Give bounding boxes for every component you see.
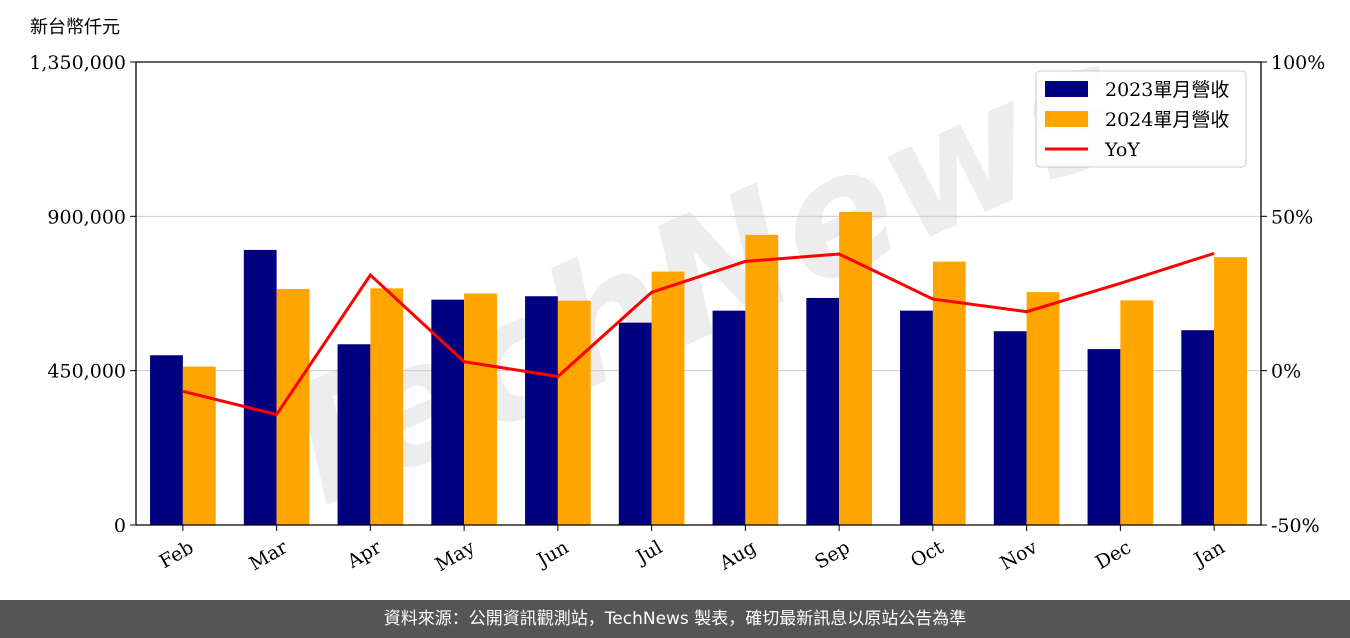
y-tick-label-right: 100% (1271, 52, 1325, 74)
bar-2024-apr (370, 288, 404, 525)
bar-2024-jun (557, 300, 591, 525)
x-tick-label-jun: Jun (532, 536, 573, 572)
gridlines (136, 215, 1261, 372)
chart: TechNews 0450,000900,0001,350,000-50%0%5… (29, 3, 1325, 576)
legend-box (1035, 70, 1247, 168)
x-tick-label-apr: Apr (343, 536, 386, 573)
x-tick-label-jan: Jan (1189, 536, 1229, 572)
legend-label-1: 2024單月營收 (1105, 109, 1229, 131)
bar-2023-dec (1087, 349, 1121, 525)
y-tick-label-left: 900,000 (47, 206, 126, 228)
x-tick-label-feb: Feb (156, 536, 198, 573)
x-tick-label-dec: Dec (1092, 536, 1135, 574)
bar-2023-apr (337, 344, 371, 525)
bar-2024-oct (932, 261, 966, 525)
legend-swatch-0 (1045, 81, 1088, 97)
bar-2024-jan (1214, 257, 1247, 525)
bar-2024-may (464, 293, 497, 525)
bar-2023-nov (993, 331, 1027, 525)
axes (135, 61, 1262, 526)
bar-2024-dec (1120, 300, 1154, 525)
bar-2024-jul (651, 271, 685, 525)
legend: 2023單月營收 2024單月營收 YoY (1035, 70, 1247, 168)
bar-2023-may (431, 299, 465, 525)
bar-2023-feb (150, 355, 183, 525)
y-tick-label-right: 50% (1271, 206, 1313, 228)
bars (150, 211, 1247, 525)
bar-2023-mar (243, 249, 277, 525)
bar-2023-jul (618, 322, 652, 525)
legend-label-0: 2023單月營收 (1105, 79, 1229, 101)
bar-2023-oct (900, 310, 933, 525)
x-tick-label-nov: Nov (997, 536, 1042, 575)
yoy-polyline (182, 251, 1215, 417)
y-tick-label-right: 0% (1271, 361, 1301, 383)
x-tick-label-mar: Mar (246, 536, 292, 575)
y-axis-unit-label: 新台幣仟元 (30, 17, 120, 38)
bar-2023-jan (1181, 330, 1215, 525)
x-tick-label-may: May (432, 536, 479, 576)
bar-2023-jun (525, 296, 558, 525)
y-tick-label-right: -50% (1271, 515, 1320, 537)
bar-2024-nov (1026, 292, 1060, 525)
legend-swatch-1 (1045, 111, 1088, 127)
bar-2023-sep (806, 297, 840, 525)
x-tick-label-aug: Aug (715, 536, 760, 575)
bar-2023-aug (712, 310, 746, 525)
y-tick-label-left: 450,000 (47, 361, 126, 383)
x-tick-label-sep: Sep (811, 536, 854, 573)
y-tick-label-left: 0 (114, 515, 126, 537)
x-tick-label-jul: Jul (631, 536, 666, 569)
y-tick-label-left: 1,350,000 (29, 52, 126, 74)
x-tick-label-oct: Oct (907, 536, 948, 572)
legend-label-2: YoY (1104, 139, 1140, 161)
bar-2024-feb (182, 366, 216, 525)
bar-2024-aug (745, 234, 779, 525)
source-footer: 資料來源：公開資訊觀測站，TechNews 製表，確切最新訊息以原站公告為準 (0, 600, 1350, 638)
yoy-line (182, 251, 1215, 417)
bar-2024-sep (839, 211, 872, 525)
